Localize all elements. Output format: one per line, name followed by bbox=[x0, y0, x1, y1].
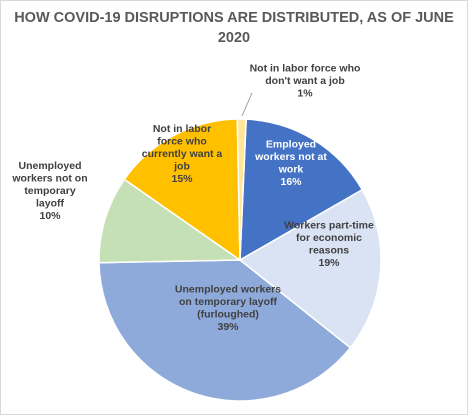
slice-label-line: 39% bbox=[217, 321, 239, 333]
pie-slice-1 bbox=[239, 118, 364, 262]
slice-label-line: layoff bbox=[36, 198, 65, 210]
slice-label-line: Unemployed bbox=[18, 160, 81, 172]
slice-label-line: 16% bbox=[280, 176, 302, 188]
slice-label-4: Unemployed workers not on temporary layoff 1… bbox=[11, 160, 87, 222]
slice-label-line: reasons bbox=[309, 244, 349, 256]
slice-label-line: 10% bbox=[39, 210, 61, 222]
slice-label-line: temporary bbox=[24, 185, 76, 197]
slice-label-line: don't want a job bbox=[265, 75, 345, 87]
slice-label-line: 1% bbox=[297, 88, 313, 100]
pie-slice-2 bbox=[238, 188, 382, 349]
slice-label-5: Not in labor force who currently want a job… bbox=[142, 123, 223, 185]
leader-line bbox=[241, 92, 253, 117]
slice-label-line: Not in labor force who bbox=[250, 63, 361, 75]
slice-label-line: force who bbox=[157, 136, 207, 148]
slice-label-6: Not in labor force who don't want a job 1% bbox=[250, 63, 361, 100]
slice-label-line: workers not at bbox=[254, 151, 327, 163]
slice-label-line: on temporary layoff bbox=[179, 296, 278, 308]
slice-label-1: Employed workers not at work 16% bbox=[254, 138, 327, 188]
slice-label-line: currently want a bbox=[142, 148, 223, 160]
pie-slice-4 bbox=[98, 178, 243, 264]
slice-label-line: Not in labor bbox=[153, 123, 211, 135]
slice-label-2: Workers part-time for economic reasons 19% bbox=[284, 219, 374, 269]
pie-slice-6 bbox=[236, 118, 247, 261]
slice-label-line: 19% bbox=[318, 257, 340, 269]
slice-label-line: job bbox=[173, 161, 190, 173]
slice-label-line: work bbox=[278, 163, 304, 175]
slice-label-line: for economic bbox=[296, 232, 362, 244]
pie-slice-3 bbox=[98, 259, 352, 402]
slice-label-line: 15% bbox=[171, 173, 193, 185]
chart-title-line-1: HOW COVID-19 DISRUPTIONS ARE DISTRIBUTED… bbox=[14, 10, 454, 26]
slice-label-line: Unemployed workers bbox=[175, 283, 281, 295]
pie-slice-5 bbox=[123, 118, 241, 262]
slice-label-line: workers not on bbox=[11, 173, 87, 185]
slice-label-line: (furloughed) bbox=[197, 308, 259, 320]
slice-label-3: Unemployed workers on temporary layoff (fu… bbox=[175, 283, 281, 333]
chart-title: HOW COVID-19 DISRUPTIONS ARE DISTRIBUTED… bbox=[0, 8, 468, 48]
slice-label-line: Employed bbox=[266, 138, 316, 150]
chart-title-line-2: 2020 bbox=[217, 30, 251, 46]
slice-label-line: Workers part-time bbox=[284, 219, 374, 231]
